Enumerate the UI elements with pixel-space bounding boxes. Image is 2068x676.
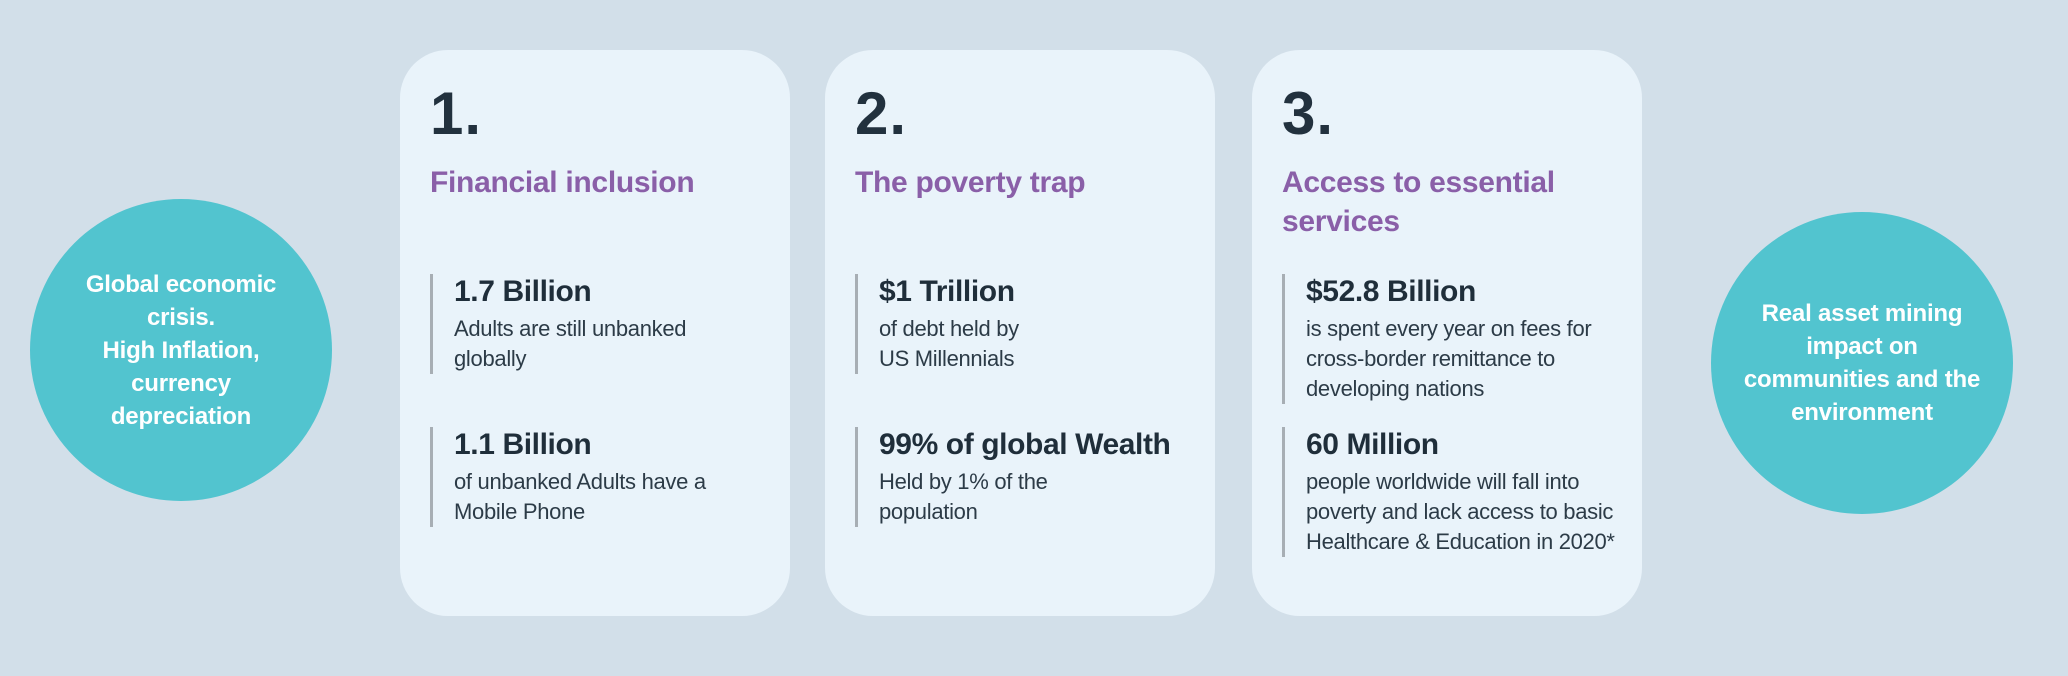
stat-value: $1 Trillion [879, 275, 1015, 308]
card-number: 2. [855, 80, 908, 147]
card-poverty-trap: 2. The poverty trap $1 Trillion of debt … [825, 50, 1215, 616]
stat-poverty-projection: 60 Million people worldwide will fall in… [1282, 427, 1615, 557]
stat-description: Held by 1% of the population [879, 469, 1048, 524]
stat-wealth-concentration: 99% of global Wealth Held by 1% of the p… [855, 427, 1171, 527]
right-context-circle: Real asset mining impact on communities … [1711, 212, 2013, 514]
right-circle-text: Real asset mining impact on communities … [1743, 300, 1981, 426]
card-essential-services: 3. Access to essential services $52.8 Bi… [1252, 50, 1642, 616]
stat-value: $52.8 Billion [1306, 275, 1476, 308]
stat-unbanked-adults: 1.7 Billion Adults are still unbanked gl… [430, 274, 687, 374]
card-title: Financial inclusion [430, 166, 695, 199]
stat-value: 1.1 Billion [454, 428, 592, 461]
card-number: 3. [1282, 80, 1335, 147]
card-title: Access to essential services [1282, 166, 1555, 238]
stat-description: people worldwide will fall into poverty … [1306, 469, 1615, 554]
stat-unbanked-mobile: 1.1 Billion of unbanked Adults have a Mo… [430, 427, 706, 527]
left-context-circle: Global economic crisis. High Inflation, … [30, 199, 332, 501]
stat-value: 1.7 Billion [454, 275, 592, 308]
stat-value: 99% of global Wealth [879, 428, 1171, 461]
stat-remittance-fees: $52.8 Billion is spent every year on fee… [1282, 274, 1592, 404]
card-financial-inclusion: 1. Financial inclusion 1.7 Billion Adult… [400, 50, 790, 616]
card-title: The poverty trap [855, 166, 1086, 199]
stat-description: of unbanked Adults have a Mobile Phone [454, 469, 706, 524]
stat-description: Adults are still unbanked globally [454, 316, 687, 371]
left-circle-text: Global economic crisis. High Inflation, … [85, 270, 277, 430]
stat-description: is spent every year on fees for cross-bo… [1306, 316, 1592, 401]
stat-millennial-debt: $1 Trillion of debt held by US Millennia… [855, 274, 1019, 374]
card-number: 1. [430, 80, 483, 147]
stat-description: of debt held by US Millennials [879, 316, 1019, 371]
stat-value: 60 Million [1306, 428, 1439, 461]
